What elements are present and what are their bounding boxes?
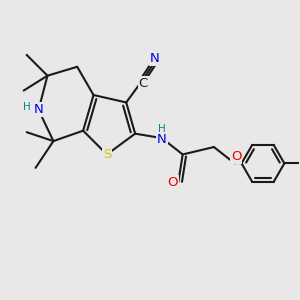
Text: O: O	[231, 150, 242, 163]
Text: N: N	[150, 52, 160, 65]
Text: S: S	[103, 148, 111, 161]
Text: H: H	[23, 102, 31, 112]
Text: O: O	[168, 176, 178, 189]
Text: N: N	[157, 133, 167, 146]
Text: C: C	[139, 77, 148, 90]
Text: H: H	[158, 124, 166, 134]
Text: N: N	[34, 103, 44, 116]
